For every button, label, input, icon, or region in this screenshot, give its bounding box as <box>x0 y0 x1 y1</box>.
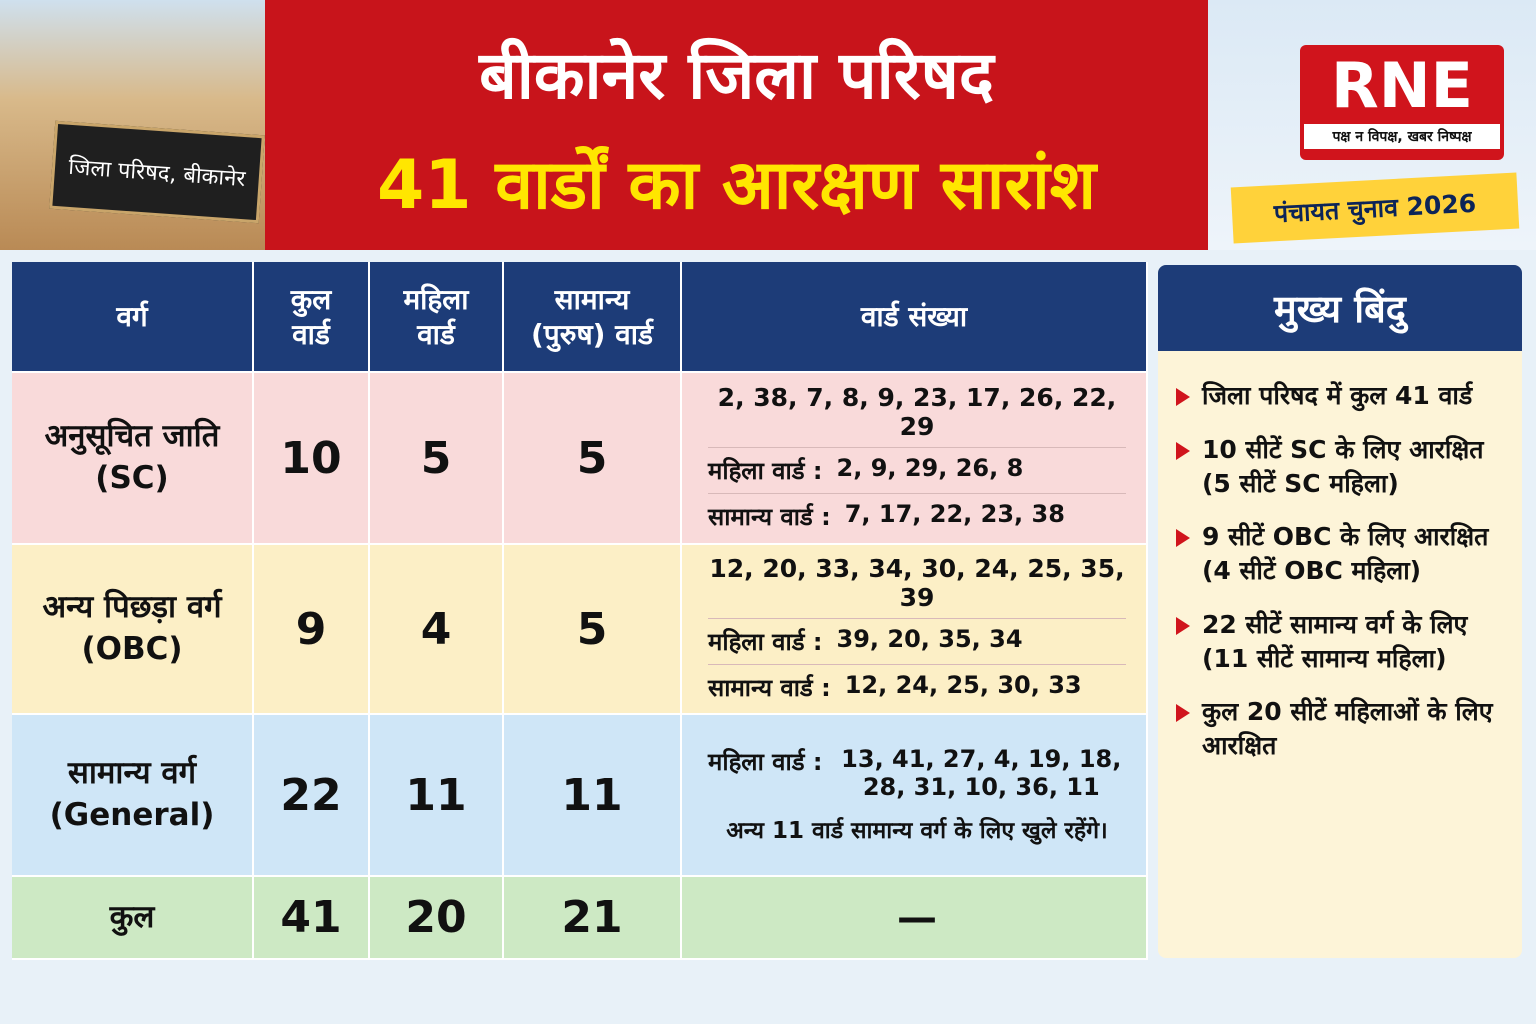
count-cell: 11 <box>504 715 682 877</box>
ward-values: 39, 20, 35, 34 <box>836 625 1023 653</box>
logo-text: RNE <box>1331 49 1473 122</box>
count-cell: 4 <box>370 545 504 715</box>
category-cell: सामान्य वर्ग (General) <box>12 715 254 877</box>
ward-values: 13, 41, 27, 4, 19, 18, 28, 31, 10, 36, 1… <box>841 745 1122 801</box>
ward-list: — <box>897 894 937 941</box>
header-cell: वर्ग <box>12 262 254 373</box>
building-sign: जिला परिषद, बीकानेर <box>49 120 265 224</box>
ward-label: महिला वार्ड : <box>708 457 823 485</box>
header-cell: कुल वार्ड <box>254 262 370 373</box>
count-cell: 41 <box>254 877 370 960</box>
women-wards: महिला वार्ड : 39, 20, 35, 34 <box>708 618 1126 664</box>
count-cell: 5 <box>504 373 682 545</box>
count-cell: 5 <box>370 373 504 545</box>
wards-cell: 12, 20, 33, 34, 30, 24, 25, 35, 39 महिला … <box>682 545 1148 715</box>
ward-values: 7, 17, 22, 23, 38 <box>844 500 1065 528</box>
count-cell: 10 <box>254 373 370 545</box>
point: 10 सीटें SC के लिए आरक्षित (5 सीटें SC म… <box>1174 433 1512 501</box>
count-cell: 21 <box>504 877 682 960</box>
ward-label: सामान्य वार्ड : <box>708 674 831 702</box>
title-line: बीकानेर जिला परिषद <box>479 37 994 114</box>
title-banner: बीकानेर जिला परिषद 41 वार्डों का आरक्षण … <box>265 0 1208 250</box>
tagline: पक्ष न विपक्ष, खबर निष्पक्ष <box>1304 124 1500 149</box>
count-cell: 22 <box>254 715 370 877</box>
women-wards: महिला वार्ड : 2, 9, 29, 26, 8 <box>708 447 1126 493</box>
wards-cell: — <box>682 877 1148 960</box>
table: वर्ग कुल वार्ड महिला वार्ड सामान्य (पुरुष) … <box>12 262 1148 960</box>
side-title: मुख्य बिंदु <box>1158 265 1522 351</box>
category-cell: अनुसूचित जाति (SC) <box>12 373 254 545</box>
wards-cell: महिला वार्ड : 13, 41, 27, 4, 19, 18, 28, … <box>682 715 1148 877</box>
ward-label: महिला वार्ड : <box>708 628 823 656</box>
ward-list: 12, 20, 33, 34, 30, 24, 25, 35, 39 <box>709 554 1125 612</box>
header-cell: सामान्य (पुरुष) वार्ड <box>504 262 682 373</box>
ward-list: 2, 38, 7, 8, 9, 23, 17, 26, 22, 29 <box>717 383 1117 441</box>
ward-values: 2, 9, 29, 26, 8 <box>836 454 1024 482</box>
point: जिला परिषद में कुल 41 वार्ड <box>1174 379 1512 413</box>
points-list: जिला परिषद में कुल 41 वार्ड 10 सीटें SC क… <box>1158 351 1522 763</box>
general-wards: सामान्य वार्ड : 12, 24, 25, 30, 33 <box>708 664 1126 710</box>
count-cell: 20 <box>370 877 504 960</box>
point: 22 सीटें सामान्य वर्ग के लिए (11 सीटें स… <box>1174 608 1512 676</box>
header-cell: वार्ड संख्या <box>682 262 1148 373</box>
count-cell: 9 <box>254 545 370 715</box>
category-cell: अन्य पिछड़ा वर्ग (OBC) <box>12 545 254 715</box>
category-cell: कुल <box>12 877 254 960</box>
count-cell: 11 <box>370 715 504 877</box>
general-wards: सामान्य वार्ड : 7, 17, 22, 23, 38 <box>708 493 1126 539</box>
logo: RNE पक्ष न विपक्ष, खबर निष्पक्ष <box>1300 45 1504 160</box>
ward-label: सामान्य वार्ड : <box>708 503 831 531</box>
wards-cell: 2, 38, 7, 8, 9, 23, 17, 26, 22, 29 महिला … <box>682 373 1148 545</box>
point: 9 सीटें OBC के लिए आरक्षित (4 सीटें OBC … <box>1174 520 1512 588</box>
side-panel: मुख्य बिंदु जिला परिषद में कुल 41 वार्ड 1… <box>1158 265 1522 958</box>
women-wards: महिला वार्ड : 13, 41, 27, 4, 19, 18, 28, … <box>708 739 1126 807</box>
count-cell: 5 <box>504 545 682 715</box>
header-cell: महिला वार्ड <box>370 262 504 373</box>
point: कुल 20 सीटें महिलाओं के लिए आरक्षित <box>1174 695 1512 763</box>
ward-note: अन्य 11 वार्ड सामान्य वर्ग के लिए खुले र… <box>726 818 1108 844</box>
title-line: 41 वार्डों का आरक्षण सारांश <box>376 146 1097 225</box>
ward-values: 12, 24, 25, 30, 33 <box>844 671 1082 699</box>
ward-label: महिला वार्ड : <box>708 748 823 776</box>
building-image: जिला परिषद, बीकानेर <box>0 0 265 250</box>
